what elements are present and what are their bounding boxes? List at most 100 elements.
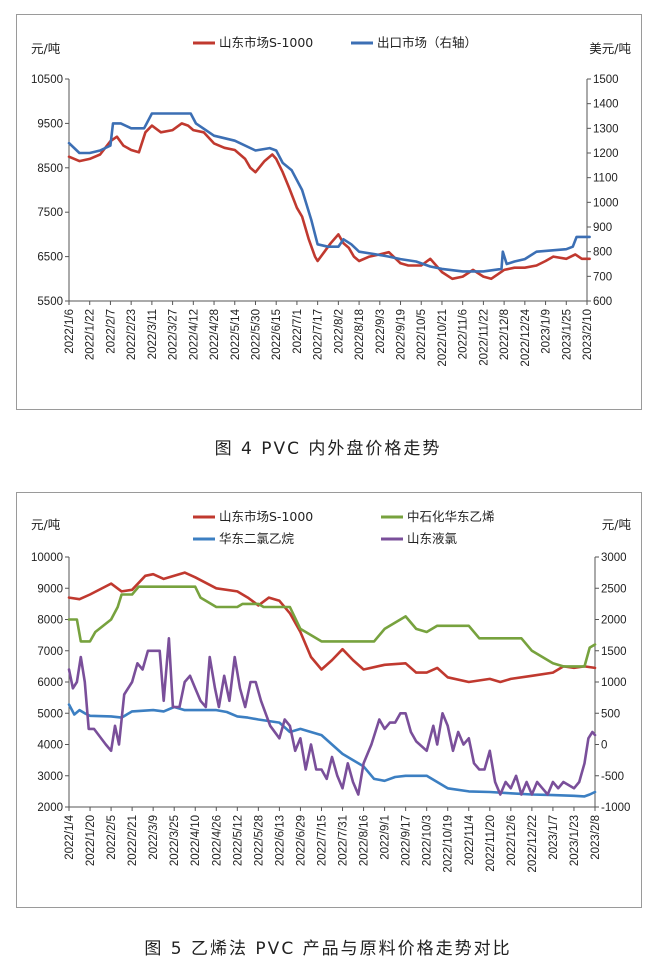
x-tick-label: 2022/8/2 bbox=[333, 309, 345, 354]
x-tick-label: 2022/11/4 bbox=[464, 814, 476, 865]
legend-label-4: 山东液氯 bbox=[407, 531, 458, 546]
x-tick-label: 2022/7/15 bbox=[316, 815, 328, 866]
x-tick-label: 2023/2/8 bbox=[590, 815, 602, 860]
x-tick-label: 2022/4/12 bbox=[188, 309, 200, 360]
right-tick-label: 1200 bbox=[593, 148, 619, 160]
left-axis-unit: 元/吨 bbox=[31, 41, 61, 56]
left-tick-label: 10500 bbox=[31, 74, 63, 86]
right-tick-label: 800 bbox=[593, 247, 612, 259]
left-tick-label: 6000 bbox=[37, 677, 63, 689]
right-tick-label: 1500 bbox=[601, 646, 627, 658]
chart-fig5: 2000300040005000600070008000900010000-10… bbox=[31, 509, 632, 873]
chart-panel-fig5: 2000 3000 4000 5000 6000 7000 8000 9000 10000 -10… bbox=[16, 492, 642, 908]
left-tick-label: 10000 bbox=[31, 552, 63, 564]
left-tick-label: 5000 bbox=[37, 708, 63, 720]
x-tick-label: 2023/1/23 bbox=[569, 815, 581, 866]
x-tick-label: 2023/1/25 bbox=[561, 309, 573, 360]
x-tick-label: 2022/7/17 bbox=[313, 309, 325, 360]
left-tick-label: 6500 bbox=[37, 252, 63, 264]
x-tick-label: 2022/5/28 bbox=[253, 815, 265, 866]
x-tick-label: 2022/10/19 bbox=[443, 815, 455, 873]
x-tick-label: 2022/6/29 bbox=[295, 815, 307, 866]
x-tick-label: 2022/12/6 bbox=[506, 815, 518, 866]
legend-label-2: 中石化华东乙烯 bbox=[407, 509, 495, 524]
series-line-1 bbox=[67, 571, 597, 684]
left-tick-label: 9500 bbox=[37, 118, 63, 130]
right-tick-label: 600 bbox=[593, 296, 612, 308]
x-tick-label: 2022/1/4 bbox=[64, 814, 76, 859]
left-tick-label: 9000 bbox=[37, 583, 63, 595]
right-axis-unit: 美元/吨 bbox=[589, 41, 631, 56]
right-tick-label: -500 bbox=[601, 771, 624, 783]
right-tick-label: 1100 bbox=[593, 173, 618, 185]
x-tick-label: 2023/1/7 bbox=[548, 815, 560, 860]
x-tick-label: 2022/8/16 bbox=[359, 815, 371, 866]
x-tick-label: 2022/2/5 bbox=[106, 815, 118, 860]
x-tick-label: 2022/4/28 bbox=[209, 309, 221, 360]
right-tick-label: 1000 bbox=[593, 197, 619, 209]
x-tick-label: 2022/3/9 bbox=[148, 815, 160, 860]
left-tick-label: 7000 bbox=[37, 646, 63, 658]
x-tick-label: 2023/2/10 bbox=[582, 309, 594, 360]
left-tick-label: 7500 bbox=[37, 207, 63, 219]
legend-label-1: 山东市场S-1000 bbox=[219, 35, 313, 50]
x-tick-label: 2022/3/27 bbox=[168, 309, 180, 360]
x-tick-label: 2022/3/11 bbox=[147, 309, 159, 359]
legend-label-1: 山东市场S-1000 bbox=[219, 509, 313, 524]
x-tick-label: 2022/1/6 bbox=[64, 309, 76, 354]
x-tick-label: 2022/4/10 bbox=[190, 815, 202, 866]
right-tick-label: 500 bbox=[601, 708, 620, 720]
chart-fig4: 5500 6500 7500 8500 9500 10500 600 700 800 900 100… bbox=[31, 35, 631, 367]
right-tick-label: 1500 bbox=[593, 74, 619, 86]
legend-label-3: 华东二氯乙烷 bbox=[219, 531, 295, 546]
x-tick-label: 2022/11/20 bbox=[485, 815, 497, 872]
right-tick-label: 700 bbox=[593, 271, 612, 283]
x-tick-label: 2022/1/22 bbox=[85, 309, 97, 360]
x-tick-label: 2022/9/3 bbox=[375, 309, 387, 354]
left-tick-label: 8500 bbox=[37, 163, 63, 175]
right-tick-label: 2500 bbox=[601, 583, 627, 595]
x-tick-label: 2022/9/19 bbox=[396, 309, 408, 360]
x-tick-label: 2022/1/20 bbox=[85, 815, 97, 866]
series-line-1 bbox=[67, 122, 591, 281]
chart-panel-fig4: 5500 6500 7500 8500 9500 10500 600 700 800 900 100… bbox=[16, 14, 642, 410]
series-line-2 bbox=[67, 112, 591, 273]
caption-fig5: 图 5 乙烯法 PVC 产品与原料价格走势对比 bbox=[144, 939, 512, 959]
x-tick-label: 2022/7/1 bbox=[292, 309, 304, 354]
x-tick-label: 2022/6/15 bbox=[271, 309, 283, 360]
right-tick-label: -1000 bbox=[601, 802, 630, 814]
right-tick-label: 2000 bbox=[601, 615, 627, 627]
legend-label-2: 出口市场（右轴） bbox=[377, 35, 477, 50]
x-tick-label: 2022/2/23 bbox=[126, 309, 138, 360]
x-tick-label: 2022/10/21 bbox=[437, 309, 449, 367]
right-tick-label: 1000 bbox=[601, 677, 627, 689]
x-tick-label: 2022/4/26 bbox=[211, 815, 223, 866]
right-axis-unit: 元/吨 bbox=[602, 517, 632, 532]
series-line-3 bbox=[67, 703, 597, 798]
x-tick-label: 2022/12/22 bbox=[527, 815, 539, 873]
right-tick-label: 3000 bbox=[601, 552, 627, 564]
left-tick-label: 5500 bbox=[37, 296, 63, 308]
left-tick-label: 4000 bbox=[37, 740, 63, 752]
x-tick-label: 2022/10/3 bbox=[422, 815, 434, 866]
x-tick-label: 2022/3/25 bbox=[169, 815, 181, 866]
x-tick-label: 2022/12/8 bbox=[499, 309, 511, 360]
right-tick-label: 1400 bbox=[593, 99, 619, 111]
x-tick-label: 2022/2/7 bbox=[105, 309, 117, 354]
x-tick-label: 2022/11/22 bbox=[478, 309, 490, 366]
x-tick-label: 2022/7/31 bbox=[338, 815, 350, 866]
series-line-4 bbox=[67, 637, 597, 796]
x-tick-label: 2022/5/14 bbox=[230, 308, 242, 360]
caption-fig4: 图 4 PVC 内外盘价格走势 bbox=[214, 439, 442, 459]
x-tick-label: 2022/9/17 bbox=[401, 815, 413, 866]
right-tick-label: 1300 bbox=[593, 123, 619, 135]
x-tick-label: 2022/6/13 bbox=[274, 815, 286, 866]
x-tick-label: 2023/1/9 bbox=[541, 309, 553, 354]
right-tick-label: 0 bbox=[601, 740, 607, 752]
x-tick-label: 2022/9/1 bbox=[380, 815, 392, 860]
x-tick-label: 2022/5/30 bbox=[250, 309, 262, 360]
left-axis-unit: 元/吨 bbox=[31, 517, 61, 532]
series-line-2 bbox=[67, 585, 597, 668]
left-tick-label: 8000 bbox=[37, 615, 63, 627]
x-tick-label: 2022/12/24 bbox=[520, 308, 532, 366]
